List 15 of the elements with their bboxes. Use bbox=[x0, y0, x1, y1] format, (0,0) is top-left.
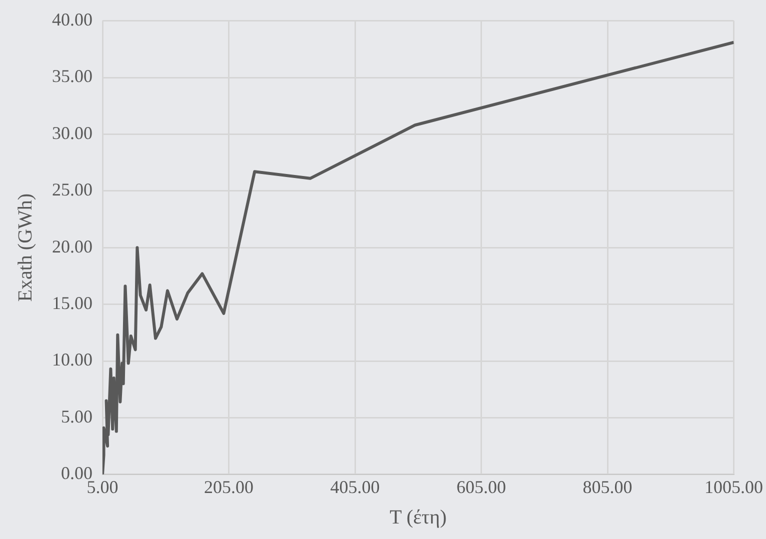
y-tick-label: 15.00 bbox=[52, 293, 92, 314]
x-tick-label: 605.00 bbox=[456, 476, 506, 497]
y-tick-label: 5.00 bbox=[61, 406, 92, 426]
x-tick-label: 405.00 bbox=[330, 476, 380, 497]
x-tick-label: 1005.00 bbox=[704, 476, 763, 497]
y-tick-label: 10.00 bbox=[52, 350, 92, 370]
x-axis-title: T (έτη) bbox=[390, 506, 447, 528]
y-axis-title: Exath (GWh) bbox=[14, 193, 36, 302]
y-tick-label: 40.00 bbox=[52, 10, 92, 30]
x-tick-label: 205.00 bbox=[204, 476, 254, 497]
x-tick-label: 805.00 bbox=[582, 476, 632, 497]
y-tick-label: 25.00 bbox=[52, 180, 92, 200]
y-tick-label: 20.00 bbox=[52, 236, 92, 256]
y-tick-label: 35.00 bbox=[52, 66, 92, 86]
y-tick-label: 30.00 bbox=[52, 122, 92, 143]
